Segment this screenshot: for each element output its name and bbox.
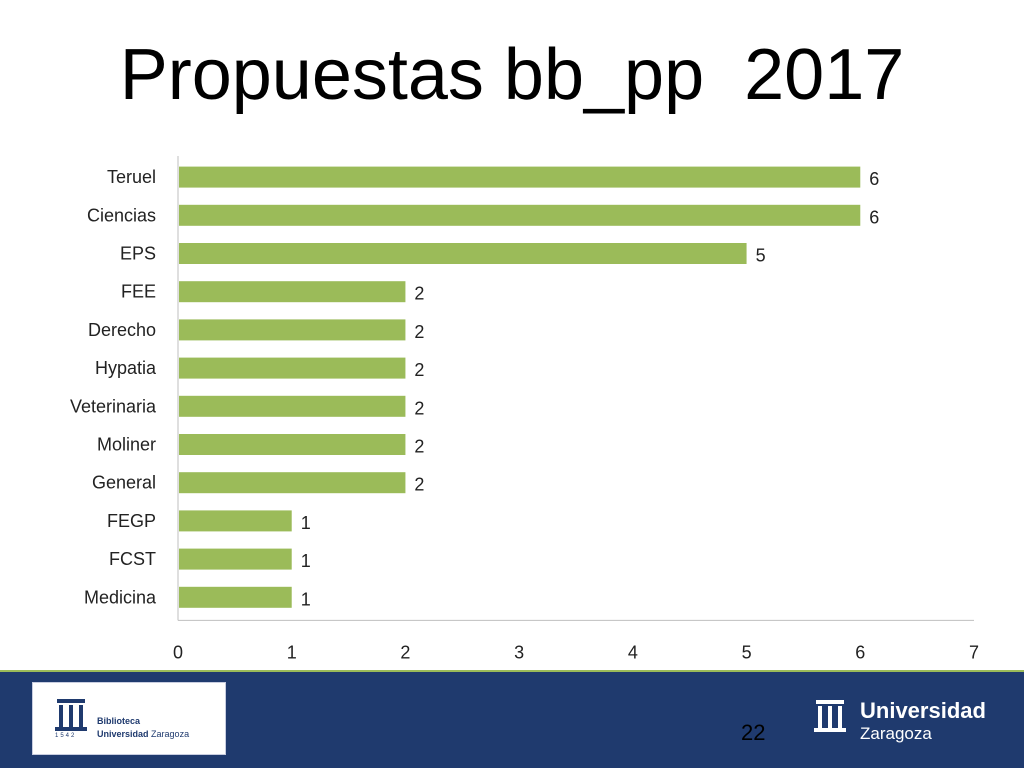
x-tick-label: 2 [400, 642, 410, 662]
data-label: 2 [414, 322, 424, 342]
logo-right-line1: Universidad [860, 698, 986, 723]
category-label: EPS [120, 244, 156, 264]
bar [179, 395, 406, 417]
crest-year: 1542 [55, 733, 77, 739]
footer-accent-line [0, 670, 1024, 673]
category-label: Moliner [97, 435, 156, 455]
data-label: 2 [414, 437, 424, 457]
category-label: Ciencias [87, 205, 156, 225]
category-label: Medicina [84, 587, 157, 607]
category-label: Derecho [88, 320, 156, 340]
category-label: General [92, 473, 156, 493]
logo-left-line2-bold: Universidad [97, 729, 149, 739]
category-label: Veterinaria [70, 396, 157, 416]
x-tick-label: 6 [855, 642, 865, 662]
data-label: 1 [301, 551, 311, 571]
page-number: 22 [741, 720, 766, 745]
bar-chart: Teruel 6 Ciencias 6 EPS 5 FEE 2 Derecho 2 Hypatia 2… [70, 156, 979, 662]
data-label: 6 [869, 169, 879, 189]
logo-right-line2: Zaragoza [860, 724, 932, 743]
bar [179, 357, 406, 379]
bar [179, 243, 747, 264]
bar [179, 166, 861, 188]
bar [179, 281, 406, 303]
category-label: FCST [109, 549, 156, 569]
x-tick-label: 7 [969, 642, 979, 662]
crest-icon [55, 699, 87, 731]
category-label: Hypatia [95, 358, 157, 378]
bar [179, 204, 861, 226]
data-label: 2 [414, 398, 424, 418]
data-label: 1 [301, 513, 311, 533]
x-tick-label: 4 [628, 642, 638, 662]
x-tick-label: 1 [287, 642, 297, 662]
logo-left-line1: Biblioteca [97, 716, 141, 726]
data-label: 2 [414, 475, 424, 495]
biblioteca-logo: 1542 Biblioteca Universidad Zaragoza [32, 682, 226, 755]
x-tick-label: 0 [173, 642, 183, 662]
category-label: Teruel [107, 167, 156, 187]
data-label: 6 [869, 207, 879, 227]
data-label: 2 [414, 284, 424, 304]
data-label: 1 [301, 589, 311, 609]
bar [179, 319, 406, 341]
category-label: FEE [121, 282, 156, 302]
data-label: 5 [756, 246, 766, 266]
bar [179, 586, 292, 608]
universidad-logo: Universidad Zaragoza [812, 698, 1012, 754]
bar [179, 548, 292, 570]
bar [179, 510, 292, 532]
slide-title: Propuestas bb_pp 2017 [119, 35, 905, 115]
bar [179, 434, 406, 455]
crest-icon [814, 700, 846, 732]
category-label: FEGP [107, 511, 156, 531]
x-tick-label: 3 [514, 642, 524, 662]
logo-left-line2: Universidad Zaragoza [97, 729, 189, 739]
bar [179, 472, 406, 494]
logo-left-line2-rest: Zaragoza [151, 729, 190, 739]
x-tick-label: 5 [742, 642, 752, 662]
data-label: 2 [414, 360, 424, 380]
